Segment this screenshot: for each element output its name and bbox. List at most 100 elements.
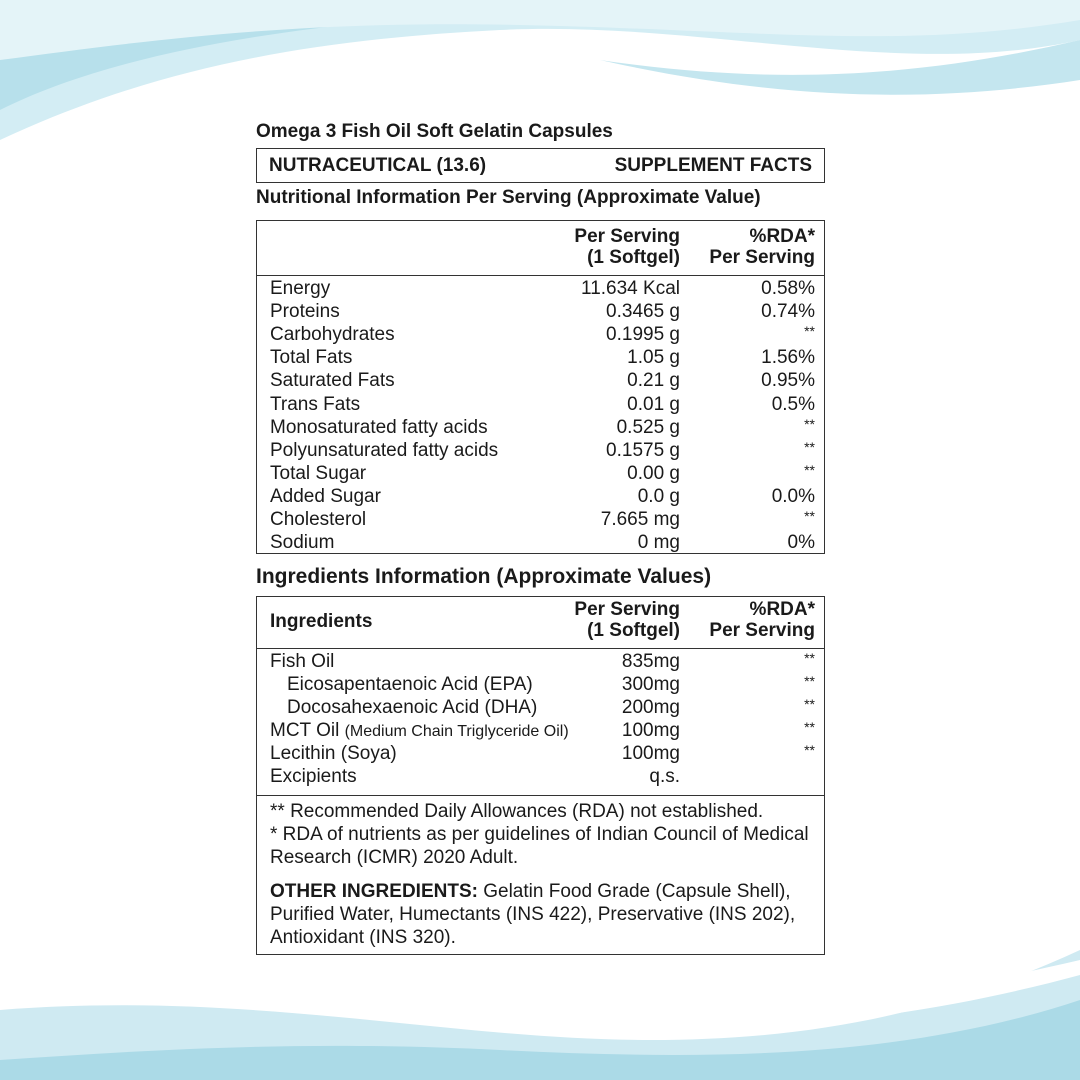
nutrient-rda: **: [804, 438, 815, 455]
nutrient-name: Monosaturated fatty acids: [270, 416, 488, 438]
ingredient-row: Fish Oil 835mg **: [257, 650, 824, 673]
footnote-icmr: * RDA of nutrients as per guidelines of …: [270, 824, 809, 868]
ingredient-row: Eicosapentaenoic Acid (EPA) 300mg **: [257, 673, 824, 696]
header-text: %RDA*: [749, 226, 815, 247]
nutrient-row: Saturated Fats 0.21 g 0.95%: [257, 369, 824, 392]
nutrient-value: 11.634 Kcal: [581, 278, 680, 299]
ingredient-name-text: Docosahexaenoic Acid (DHA): [287, 697, 538, 718]
ingredient-name: Lecithin (Soya): [270, 742, 397, 765]
nutrient-rda: **: [804, 508, 815, 524]
ingredient-name-text: Fish Oil: [270, 651, 335, 672]
product-title: Omega 3 Fish Oil Soft Gelatin Capsules: [256, 121, 613, 142]
ingredients-table-header: Ingredients Per Serving (1 Softgel) %RDA…: [257, 597, 824, 649]
nutrient-name: Total Fats: [270, 347, 353, 369]
ingredient-value: 835mg: [621, 651, 680, 672]
nutrient-row: Trans Fats 0.01 g 0.5%: [257, 393, 824, 416]
nutrient-value: 0.525 g: [616, 416, 680, 438]
ingredient-rda: **: [804, 673, 815, 689]
per-serving-header: Per Serving (1 Softgel): [574, 226, 680, 268]
header-text: Per Serving: [574, 226, 680, 247]
ingredient-name-text: Lecithin (Soya): [270, 743, 397, 764]
per-serving-header: Per Serving (1 Softgel): [574, 599, 680, 641]
nutrient-name: Sodium: [270, 532, 335, 554]
ingredient-name-text: Excipients: [270, 766, 357, 787]
ingredient-value: q.s.: [649, 766, 680, 787]
nutrient-name: Added Sugar: [270, 485, 381, 507]
header-text: Per Serving: [709, 247, 815, 268]
nutrient-rda: 1.56%: [761, 347, 815, 369]
header-text: (1 Softgel): [587, 247, 680, 268]
nutrient-value: 7.665 mg: [600, 509, 680, 530]
nutrient-value: 0 mg: [637, 532, 680, 554]
nutrient-rda: 0.58%: [761, 278, 815, 299]
ingredient-name: Docosahexaenoic Acid (DHA): [287, 696, 537, 719]
ingredients-heading: Ingredients Information (Approximate Val…: [256, 565, 712, 588]
header-text: %RDA*: [749, 599, 815, 620]
nutrient-row: Total Sugar 0.00 g **: [257, 462, 824, 485]
ingredient-name-text: Eicosapentaenoic Acid (EPA): [287, 674, 533, 695]
nutrient-value: 0.0 g: [637, 485, 680, 507]
nutrient-value: 1.05 g: [627, 347, 680, 369]
nutrient-row: Energy 11.634 Kcal 0.58%: [257, 277, 824, 300]
rda-header: %RDA* Per Serving: [709, 226, 815, 268]
nutrient-row: Added Sugar 0.0 g 0.0%: [257, 485, 824, 508]
footnote-rda-not-established: ** Recommended Daily Allowances (RDA) no…: [270, 801, 764, 822]
nutrient-value: 0.00 g: [627, 462, 680, 484]
nutrient-row: Sodium 0 mg 0%: [257, 531, 824, 554]
ingredient-note: (Medium Chain Triglyceride Oil): [344, 723, 569, 740]
other-ingredients-text: Gelatin Food Grade (Capsule Shell), Puri…: [270, 881, 796, 948]
category-banner: NUTRACEUTICAL (13.6) SUPPLEMENT FACTS: [256, 148, 825, 183]
ingredient-rda: **: [804, 719, 815, 735]
nutrient-name: Trans Fats: [270, 393, 361, 415]
divider: [257, 795, 824, 796]
nutrient-value: 0.3465 g: [606, 301, 680, 323]
nutrient-rda: **: [804, 415, 815, 432]
ingredient-name: Eicosapentaenoic Acid (EPA): [287, 673, 533, 696]
other-ingredients: OTHER INGREDIENTS: Gelatin Food Grade (C…: [270, 880, 814, 949]
nutrient-rda: **: [804, 323, 815, 340]
nutrient-name: Energy: [270, 278, 331, 299]
ingredient-name: MCT Oil (Medium Chain Triglyceride Oil): [270, 719, 569, 743]
ingredient-value: 200mg: [621, 697, 680, 718]
ingredients-table: Ingredients Per Serving (1 Softgel) %RDA…: [256, 596, 825, 955]
header-text: (1 Softgel): [587, 620, 680, 641]
rda-header: %RDA* Per Serving: [709, 599, 815, 641]
ingredient-row: Excipients q.s.: [257, 765, 824, 788]
ingredient-value: 100mg: [621, 743, 680, 764]
nutrient-row: Polyunsaturated fatty acids 0.1575 g **: [257, 439, 824, 462]
nutrient-row: Cholesterol 7.665 mg **: [257, 508, 824, 531]
ingredient-rda: **: [804, 696, 815, 712]
nutrient-rda: 0.74%: [761, 301, 815, 323]
ingredients-header: Ingredients: [270, 611, 373, 632]
ingredient-name: Fish Oil: [270, 650, 334, 673]
nutrient-row: Total Fats 1.05 g 1.56%: [257, 346, 824, 369]
nutrition-table: Per Serving (1 Softgel) %RDA* Per Servin…: [256, 220, 825, 554]
supplement-facts-label: SUPPLEMENT FACTS: [614, 155, 812, 176]
nutrient-name: Carbohydrates: [270, 324, 395, 346]
nutrient-rda: **: [804, 461, 815, 478]
nutrient-rda: 0.5%: [771, 393, 815, 415]
ingredient-name: Excipients: [270, 765, 357, 788]
header-text: Per Serving: [709, 620, 815, 641]
ingredient-row: Lecithin (Soya) 100mg **: [257, 742, 824, 765]
ingredient-value: 300mg: [621, 674, 680, 695]
ingredient-value: 100mg: [621, 720, 680, 741]
ingredient-rda: **: [804, 650, 815, 666]
nutrient-value: 0.21 g: [627, 370, 680, 392]
nutrient-rda: 0.95%: [761, 370, 815, 392]
nutrient-rda: 0%: [787, 532, 815, 554]
nutrient-name: Proteins: [270, 301, 340, 323]
ingredient-name-text: MCT Oil: [270, 720, 340, 741]
ingredient-row: Docosahexaenoic Acid (DHA) 200mg **: [257, 696, 824, 719]
nutrient-name: Total Sugar: [270, 462, 367, 484]
nutrition-table-header: Per Serving (1 Softgel) %RDA* Per Servin…: [257, 221, 824, 276]
nutrition-heading: Nutritional Information Per Serving (App…: [256, 187, 761, 208]
nutrient-name: Polyunsaturated fatty acids: [270, 439, 499, 461]
nutrient-name: Cholesterol: [270, 509, 367, 530]
nutrient-row: Carbohydrates 0.1995 g **: [257, 323, 824, 346]
category-label: NUTRACEUTICAL (13.6): [269, 155, 487, 176]
ingredient-rda: **: [804, 742, 815, 758]
nutrient-value: 0.1575 g: [606, 439, 680, 461]
nutrient-rda: 0.0%: [771, 485, 815, 507]
